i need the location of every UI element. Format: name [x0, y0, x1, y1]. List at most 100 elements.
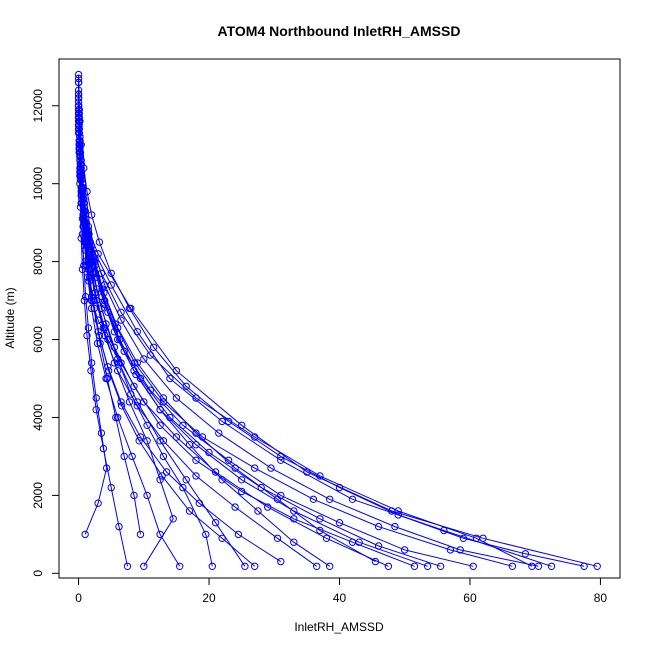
data-point: [534, 562, 543, 570]
data-point: [114, 367, 122, 375]
data-point: [84, 324, 93, 332]
x-axis-label: InletRH_AMSSD: [294, 620, 384, 634]
data-point: [74, 74, 83, 83]
series-line: [78, 132, 539, 567]
data-point: [326, 562, 334, 570]
series-2: [74, 78, 601, 570]
series-line: [78, 94, 174, 567]
x-axis: 0 20 40 60 80: [75, 577, 607, 605]
data-point: [158, 472, 166, 480]
series-line: [78, 121, 441, 567]
y-axis: 0 2000 4000 6000 8000 10000 12000: [31, 89, 60, 577]
data-point: [146, 351, 155, 359]
series-4: [74, 109, 536, 570]
data-point: [371, 557, 380, 566]
data-point: [172, 433, 181, 441]
data-point: [176, 562, 184, 570]
data-point: [87, 367, 95, 375]
data-point: [91, 250, 99, 258]
data-point: [87, 211, 96, 219]
data-point: [112, 413, 120, 422]
series-23: [74, 74, 111, 539]
y-tick-label: 6000: [31, 326, 45, 353]
data-point: [159, 452, 168, 461]
data-point: [218, 534, 226, 542]
data-point: [128, 452, 136, 461]
data-point: [104, 367, 113, 375]
data-point: [456, 546, 464, 554]
data-point: [94, 499, 102, 507]
data-point: [91, 257, 99, 266]
series-line: [78, 109, 181, 567]
data-point: [198, 433, 207, 441]
series-line: [78, 125, 389, 567]
data-point: [107, 269, 115, 277]
data-point: [185, 507, 194, 515]
data-point: [277, 456, 285, 464]
data-point: [238, 487, 246, 496]
data-point: [83, 187, 91, 196]
data-point: [316, 515, 324, 523]
data-point: [384, 562, 393, 570]
data-point: [182, 476, 190, 484]
data-point: [251, 464, 259, 472]
data-point: [238, 476, 246, 484]
data-point: [348, 538, 357, 546]
data-point: [192, 472, 200, 480]
data-point: [156, 437, 164, 445]
data-point: [156, 406, 164, 414]
x-tick-label: 20: [202, 591, 216, 605]
data-point: [114, 413, 122, 422]
data-point: [107, 483, 115, 492]
data-point: [277, 557, 285, 566]
data-point: [273, 495, 282, 503]
data-point: [469, 562, 477, 570]
data-point: [211, 519, 220, 527]
data-layer: [74, 70, 601, 570]
data-point: [136, 530, 145, 539]
data-point: [508, 562, 517, 570]
y-tick-label: 0: [31, 570, 45, 577]
data-point: [436, 562, 445, 570]
data-point: [521, 550, 530, 558]
data-point: [580, 562, 588, 570]
series-line: [78, 78, 108, 535]
data-point: [114, 324, 122, 332]
data-point: [78, 230, 87, 239]
data-point: [82, 230, 91, 239]
data-point: [290, 515, 298, 523]
data-point: [547, 562, 556, 570]
x-tick-label: 60: [463, 591, 477, 605]
y-axis-label: Altitude (m): [3, 287, 17, 348]
data-point: [76, 168, 85, 176]
data-point: [140, 355, 148, 363]
data-point: [166, 374, 174, 383]
data-point: [309, 495, 318, 503]
data-point: [205, 448, 213, 457]
data-point: [394, 507, 402, 515]
data-point: [83, 331, 91, 340]
data-point: [192, 429, 200, 437]
data-point: [143, 437, 151, 445]
data-point: [410, 562, 419, 570]
y-tick-label: 4000: [31, 404, 45, 431]
data-point: [117, 316, 125, 324]
data-point: [89, 296, 97, 305]
data-point: [110, 359, 119, 367]
plot-frame: [58, 58, 621, 579]
data-point: [172, 394, 181, 402]
data-point: [125, 304, 134, 313]
data-point: [218, 476, 226, 484]
data-point: [140, 562, 148, 570]
data-point: [224, 456, 233, 464]
data-point: [394, 511, 402, 519]
data-point: [231, 503, 239, 511]
data-point: [202, 530, 210, 539]
data-point: [79, 211, 87, 219]
data-point: [316, 526, 324, 535]
data-point: [80, 296, 89, 305]
series-line: [78, 105, 330, 567]
data-point: [224, 417, 233, 426]
data-point: [77, 199, 85, 207]
